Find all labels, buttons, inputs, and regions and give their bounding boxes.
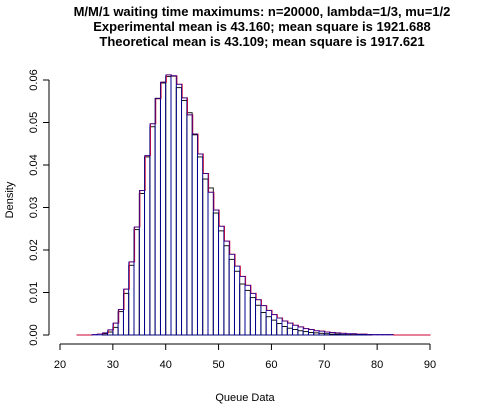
histogram-bar (181, 99, 188, 336)
x-tick-label: 30 (107, 359, 119, 371)
histogram-bar (149, 126, 156, 336)
y-tick-label: 0.01 (28, 282, 40, 303)
outline-bar (170, 75, 177, 336)
chart-title: M/M/1 waiting time maximums: n=20000, la… (74, 4, 451, 49)
outline-bar (218, 225, 225, 336)
outline-bar (281, 320, 288, 336)
density-overlay (76, 74, 431, 336)
title-line-1: M/M/1 waiting time maximums: n=20000, la… (74, 4, 451, 19)
outline-bar (276, 317, 283, 336)
y-axis-label: Density (4, 181, 16, 218)
outline-bar (265, 310, 272, 336)
histogram-bar (212, 212, 220, 336)
histogram-bar (292, 329, 299, 336)
outline-bar (212, 209, 219, 336)
histogram-bar (249, 297, 257, 336)
outline-bar (186, 114, 193, 336)
outline-bar (271, 314, 278, 336)
title-line-2: Experimental mean is 43.160; mean square… (93, 19, 430, 34)
y-tick-label: 0.03 (28, 197, 40, 218)
histogram-bar (239, 283, 246, 336)
histogram-bar (154, 97, 161, 336)
histogram-bar (244, 289, 251, 336)
y-axis: 0.00 0.01 0.02 0.03 0.04 0.05 0.06 (28, 69, 50, 346)
outline-bar (292, 324, 299, 336)
y-tick-label: 0.04 (28, 154, 40, 175)
overlay-step-line (76, 74, 431, 336)
outline-bar (207, 191, 214, 336)
outline-bar (234, 265, 241, 336)
x-tick-label: 80 (371, 359, 383, 371)
histogram-bar (196, 156, 204, 336)
y-tick-label: 0.02 (28, 239, 40, 260)
x-axis-label: Queue Data (215, 392, 275, 404)
outline-bar (228, 253, 235, 336)
histogram-bar (207, 187, 214, 336)
y-tick-label: 0.00 (28, 324, 40, 345)
histogram-bar (281, 326, 288, 336)
outline-bar (202, 173, 209, 336)
outline-bar (249, 293, 256, 336)
histogram-bar (175, 87, 183, 336)
outline-bar (239, 276, 246, 336)
histogram-bar (228, 258, 235, 336)
outline-bar (244, 284, 251, 336)
histogram-bar (223, 245, 230, 336)
x-tick-label: 50 (212, 359, 224, 371)
density-outline (91, 74, 394, 336)
histogram-bar (276, 323, 283, 336)
histogram-bar (159, 82, 167, 336)
histogram-bar (170, 75, 177, 336)
y-tick-label: 0.05 (28, 112, 40, 133)
outline-bar (191, 133, 198, 336)
histogram-bars (101, 75, 373, 336)
histogram-bar (165, 76, 172, 336)
x-tick-label: 20 (54, 359, 66, 371)
title-line-3: Theoretical mean is 43.109; mean square … (99, 34, 424, 49)
outline-bar (175, 83, 182, 336)
x-axis: 20 30 40 50 60 70 80 90 (54, 343, 436, 371)
outline-bar (197, 153, 204, 336)
histogram-bar (297, 330, 304, 336)
x-tick-label: 70 (318, 359, 330, 371)
outline-bar (223, 240, 230, 336)
outline-bar (154, 98, 161, 336)
histogram-bar (260, 312, 267, 336)
histogram-bar (191, 134, 198, 336)
histogram-bar (270, 319, 278, 336)
x-tick-label: 40 (160, 359, 172, 371)
histogram-bar (307, 332, 315, 336)
histogram-bar (186, 112, 193, 336)
histogram-bar (255, 304, 262, 336)
x-tick-label: 90 (424, 359, 436, 371)
histogram-bar (233, 270, 241, 336)
histogram-bar (218, 230, 225, 336)
y-tick-label: 0.06 (28, 69, 40, 90)
outline-bar (286, 322, 293, 336)
histogram-bar (313, 332, 320, 336)
histogram-bar (302, 331, 309, 336)
outline-bar (165, 74, 172, 336)
histogram-bar (286, 327, 294, 336)
histogram-bar (265, 316, 272, 336)
outline-bar (260, 305, 267, 336)
outline-bar (160, 81, 167, 336)
histogram-bar (202, 178, 209, 336)
outline-bar (181, 97, 188, 336)
x-tick-label: 60 (265, 359, 277, 371)
